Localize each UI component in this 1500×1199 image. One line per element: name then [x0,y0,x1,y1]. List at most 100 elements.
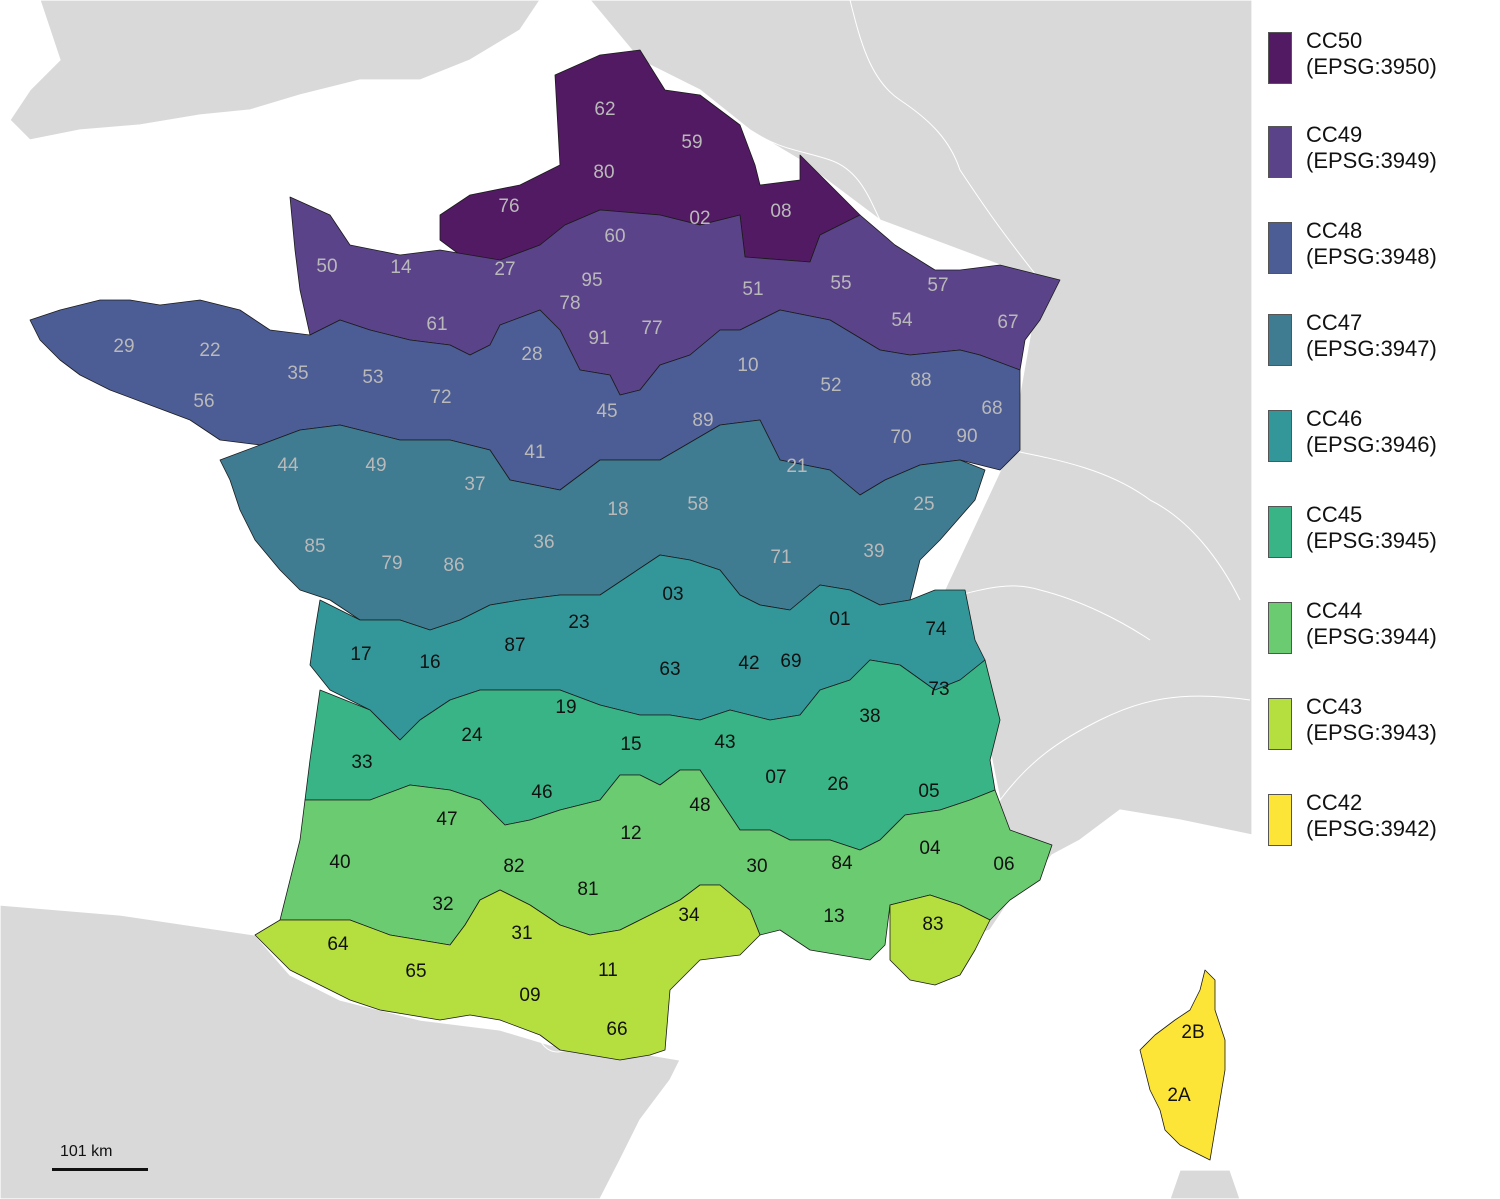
department-label-82[interactable]: 82 [503,856,524,877]
department-label-29[interactable]: 29 [113,336,134,357]
department-label-36[interactable]: 36 [533,532,554,553]
department-label-33[interactable]: 33 [351,752,372,773]
department-label-79[interactable]: 79 [381,553,402,574]
department-label-38[interactable]: 38 [859,706,880,727]
department-label-81[interactable]: 81 [577,879,598,900]
department-label-58[interactable]: 58 [687,494,708,515]
department-label-60[interactable]: 60 [604,226,625,247]
department-label-70[interactable]: 70 [890,427,911,448]
department-label-34[interactable]: 34 [678,905,700,926]
department-label-66[interactable]: 66 [606,1019,627,1040]
department-label-45[interactable]: 45 [596,401,617,422]
legend-swatch [1268,222,1292,274]
department-label-65[interactable]: 65 [405,961,426,982]
department-label-85[interactable]: 85 [304,536,325,557]
department-label-69[interactable]: 69 [780,651,801,672]
department-label-04[interactable]: 04 [919,838,941,859]
department-label-27[interactable]: 27 [494,259,515,280]
department-label-52[interactable]: 52 [820,375,841,396]
department-label-26[interactable]: 26 [827,774,848,795]
department-label-87[interactable]: 87 [504,635,525,656]
department-label-08[interactable]: 08 [770,201,791,222]
department-label-76[interactable]: 76 [498,196,519,217]
france-map[interactable]: 62 59 80 76 08 02 60 50 14 27 95 51 55 57 78 61 91 77 54 67… [0,0,1252,1199]
department-label-67[interactable]: 67 [997,312,1018,333]
department-label-54[interactable]: 54 [891,310,913,331]
department-label-80[interactable]: 80 [593,162,614,183]
department-label-15[interactable]: 15 [620,734,641,755]
department-label-56[interactable]: 56 [193,391,214,412]
department-label-41[interactable]: 41 [524,442,545,463]
department-label-73[interactable]: 73 [928,679,949,700]
department-label-16[interactable]: 16 [419,652,440,673]
department-label-49[interactable]: 49 [365,455,386,476]
department-label-22[interactable]: 22 [199,340,220,361]
department-label-43[interactable]: 43 [714,732,735,753]
department-label-39[interactable]: 39 [863,541,884,562]
department-label-07[interactable]: 07 [765,767,786,788]
department-label-2b[interactable]: 2B [1181,1022,1204,1043]
department-label-95[interactable]: 95 [581,270,602,291]
department-label-50[interactable]: 50 [316,256,337,277]
department-label-24[interactable]: 24 [461,725,483,746]
department-label-64[interactable]: 64 [327,934,349,955]
department-label-47[interactable]: 47 [436,809,457,830]
zone-region-cc42[interactable] [1139,969,1226,1161]
department-label-18[interactable]: 18 [607,499,628,520]
department-label-25[interactable]: 25 [913,494,934,515]
department-label-2a[interactable]: 2A [1167,1085,1191,1106]
department-label-21[interactable]: 21 [786,456,807,477]
department-label-88[interactable]: 88 [910,370,931,391]
department-label-63[interactable]: 63 [659,659,680,680]
department-label-17[interactable]: 17 [350,644,371,665]
department-label-19[interactable]: 19 [555,697,576,718]
department-label-12[interactable]: 12 [620,823,641,844]
department-label-46[interactable]: 46 [531,782,552,803]
department-label-32[interactable]: 32 [432,894,453,915]
department-labels-layer: 62 59 80 76 08 02 60 50 14 27 95 51 55 57 78 61 91 77 54 67… [113,99,1204,1106]
department-label-89[interactable]: 89 [692,410,713,431]
department-label-55[interactable]: 55 [830,273,851,294]
department-label-91[interactable]: 91 [588,328,609,349]
department-label-48[interactable]: 48 [689,795,710,816]
department-label-37[interactable]: 37 [464,474,485,495]
department-label-72[interactable]: 72 [430,387,451,408]
department-label-11[interactable]: 11 [598,960,618,981]
department-label-06[interactable]: 06 [993,854,1014,875]
department-label-77[interactable]: 77 [641,318,662,339]
legend-swatch [1268,698,1292,750]
department-label-86[interactable]: 86 [443,555,464,576]
department-label-61[interactable]: 61 [426,314,447,335]
department-label-01[interactable]: 01 [829,609,850,630]
department-label-84[interactable]: 84 [831,853,853,874]
department-label-90[interactable]: 90 [956,426,977,447]
department-label-14[interactable]: 14 [390,257,412,278]
department-label-05[interactable]: 05 [918,781,939,802]
department-label-02[interactable]: 02 [689,208,710,229]
department-label-78[interactable]: 78 [559,293,580,314]
zone-region-cc43[interactable] [254,884,991,1061]
department-label-30[interactable]: 30 [746,856,767,877]
department-label-68[interactable]: 68 [981,398,1002,419]
department-label-74[interactable]: 74 [925,619,947,640]
department-label-35[interactable]: 35 [287,363,308,384]
department-label-09[interactable]: 09 [519,985,540,1006]
department-label-44[interactable]: 44 [277,455,299,476]
department-label-53[interactable]: 53 [362,367,383,388]
department-label-57[interactable]: 57 [927,275,948,296]
department-label-83[interactable]: 83 [922,914,943,935]
department-label-03[interactable]: 03 [662,584,683,605]
department-label-31[interactable]: 31 [511,923,532,944]
department-label-10[interactable]: 10 [737,355,758,376]
department-label-13[interactable]: 13 [823,906,844,927]
department-label-51[interactable]: 51 [742,279,763,300]
land-sardinia [1169,1169,1241,1199]
department-label-23[interactable]: 23 [568,612,589,633]
department-label-28[interactable]: 28 [521,344,542,365]
department-label-42[interactable]: 42 [738,653,759,674]
department-label-71[interactable]: 71 [770,547,791,568]
department-label-59[interactable]: 59 [681,132,702,153]
department-label-62[interactable]: 62 [594,99,615,120]
department-label-40[interactable]: 40 [329,852,350,873]
